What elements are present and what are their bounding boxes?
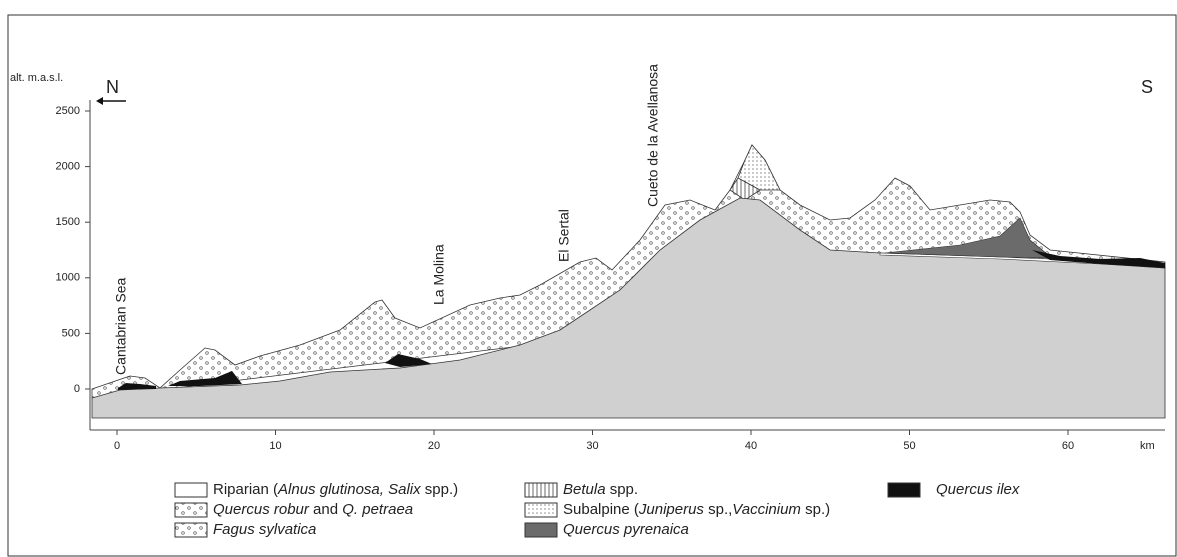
y-tick-label: 2000 xyxy=(56,161,80,173)
legend-swatch xyxy=(175,503,207,517)
legend-text: Vaccinium xyxy=(732,501,801,518)
x-tick-label: 40 xyxy=(745,440,757,452)
x-tick-label: 20 xyxy=(428,440,440,452)
legend-label: Quercus robur and Q. petraea xyxy=(213,501,413,518)
y-tick-label: 500 xyxy=(62,327,80,339)
north-label: N xyxy=(106,77,119,97)
legend-text: Juniperus xyxy=(638,501,705,518)
legend-text: Fagus sylvatica xyxy=(213,521,316,538)
x-unit: km xyxy=(1140,440,1155,452)
legend-text: Betula xyxy=(563,481,606,498)
y-tick-label: 1000 xyxy=(56,272,80,284)
place-label: Cueto de la Avellanosa xyxy=(645,64,661,207)
y-tick-label: 0 xyxy=(74,383,80,395)
legend-label: Betula spp. xyxy=(563,481,638,498)
legend-text: Quercus pyrenaica xyxy=(563,521,689,538)
figure: alt. m.a.s.l. km 0 500 1000 1500 2000 2500 0 10… xyxy=(0,0,1177,557)
north-arrowhead xyxy=(96,97,103,105)
legend-text: and xyxy=(309,501,342,518)
x-tick-label: 50 xyxy=(903,440,915,452)
place-label: Cantabrian Sea xyxy=(113,277,129,375)
legend-label: Quercus pyrenaica xyxy=(563,521,689,538)
y-tick-label: 1500 xyxy=(56,216,80,228)
legend-swatch xyxy=(175,483,207,497)
legend-text: Quercus robur xyxy=(213,501,310,518)
legend-swatch xyxy=(525,483,557,497)
place-label: El Sertal xyxy=(556,209,572,262)
legend-label: Fagus sylvatica xyxy=(213,521,316,538)
south-label: S xyxy=(1141,77,1153,97)
legend-swatch xyxy=(888,483,920,497)
x-tick-label: 0 xyxy=(114,440,120,452)
legend-label: Riparian (Alnus glutinosa, Salix spp.) xyxy=(213,481,458,498)
legend-label: Subalpine (Juniperus sp.,Vaccinium sp.) xyxy=(563,501,830,518)
x-tick-label: 10 xyxy=(269,440,281,452)
legend-text: Subalpine ( xyxy=(563,501,639,518)
legend-text: Riparian ( xyxy=(213,481,278,498)
profile xyxy=(92,145,1165,418)
y-axis-label: alt. m.a.s.l. xyxy=(10,72,63,84)
legend-text: sp., xyxy=(704,501,732,518)
x-tick-label: 60 xyxy=(1062,440,1074,452)
legend-text: Alnus glutinosa, Salix xyxy=(277,481,421,498)
legend-swatch xyxy=(525,523,557,537)
legend-text: Q. petraea xyxy=(342,501,413,518)
legend-swatch xyxy=(175,523,207,537)
legend-text: spp. xyxy=(606,481,639,498)
legend-swatch xyxy=(525,503,557,517)
y-tick-label: 2500 xyxy=(56,105,80,117)
legend-label: Quercus ilex xyxy=(936,481,1020,498)
legend-text: Quercus ilex xyxy=(936,481,1020,498)
legend-text: spp.) xyxy=(421,481,459,498)
legend-text: sp.) xyxy=(801,501,830,518)
place-label: La Molina xyxy=(431,244,447,305)
legend: Riparian (Alnus glutinosa, Salix spp.) Qu… xyxy=(175,481,1020,538)
x-tick-label: 30 xyxy=(586,440,598,452)
